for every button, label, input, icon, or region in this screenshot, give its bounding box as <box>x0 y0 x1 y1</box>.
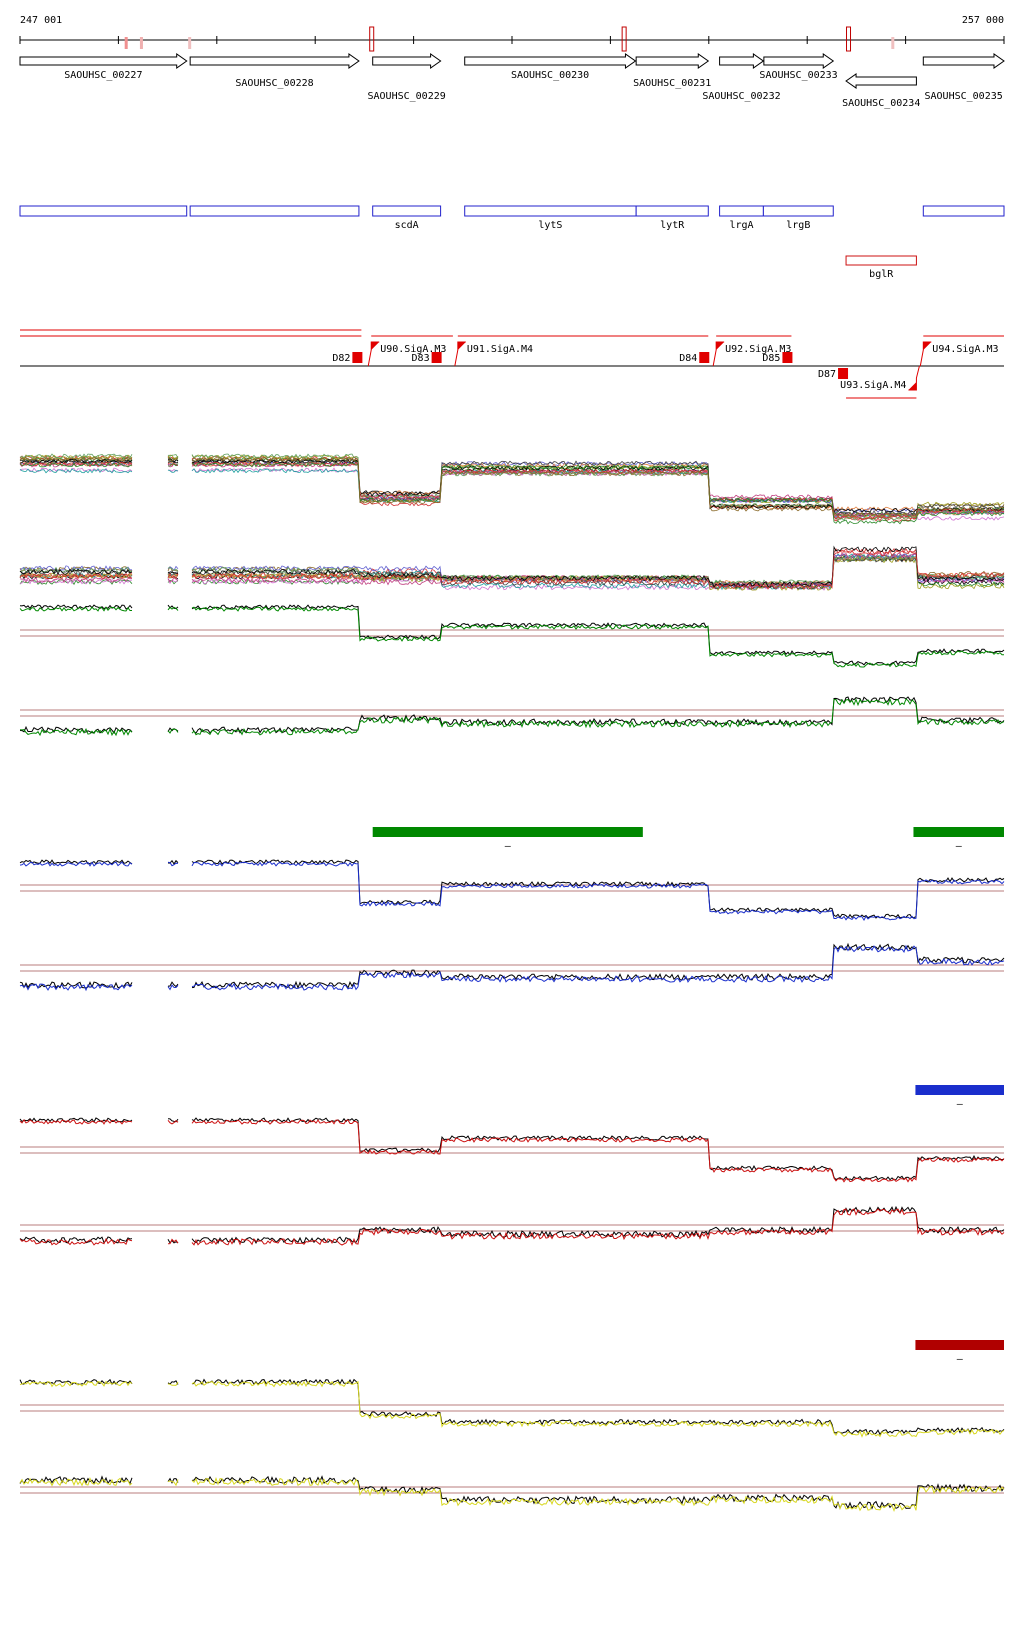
feature-marker <box>124 37 128 49</box>
expression-line <box>19 456 1005 520</box>
gene-box-label: lytR <box>660 220 685 231</box>
expression-line <box>19 462 1005 518</box>
gene-label: SAOUHSC_00234 <box>842 98 920 109</box>
terminator-label: D83 <box>412 353 430 364</box>
promoter-terminator-track: U90.SigA.M3 U91.SigA.M4 U92.SigA.M3 U93.Sig… <box>20 329 1004 399</box>
gene-box <box>189 205 360 217</box>
promoter-label: U94.SigA.M3 <box>932 344 998 355</box>
terminator-box <box>352 352 363 363</box>
gene-arrow <box>19 53 188 69</box>
terminator-label: D87 <box>818 369 836 380</box>
expression-line-colored <box>19 1208 1005 1247</box>
expression-line-black <box>19 1475 1005 1510</box>
gene-box-red <box>845 255 917 266</box>
expression-line <box>19 462 1005 525</box>
expression-line-colored <box>19 1119 1005 1183</box>
significance-marker <box>915 1085 1004 1095</box>
gene-label: SAOUHSC_00230 <box>511 70 589 81</box>
gene-box-label: scdA <box>395 220 419 231</box>
gene-box-label: lytS <box>538 220 562 231</box>
promoter-head <box>923 342 932 350</box>
feature-marker <box>139 37 143 49</box>
marker-label: – <box>957 1099 964 1110</box>
terminator-box <box>838 368 849 379</box>
operon-gene-track: scdA lytS lytR lrgA lrgB bglR <box>19 205 1005 280</box>
expression-line-black <box>19 1117 1005 1181</box>
significance-marker <box>915 1340 1004 1350</box>
expression-line-black <box>19 696 1005 734</box>
expression-line <box>19 550 1005 590</box>
feature-marker <box>891 37 895 49</box>
feature-marker <box>621 26 627 52</box>
gene-label: SAOUHSC_00228 <box>235 78 313 89</box>
gene-label: SAOUHSC_00235 <box>925 91 1003 102</box>
gene-arrow <box>719 53 765 69</box>
expression-tracks: – – – – <box>19 453 1005 1512</box>
expression-line-colored <box>19 1380 1005 1438</box>
gene-box <box>719 205 764 217</box>
gene-box-label: bglR <box>869 269 894 280</box>
promoter-head <box>457 342 466 350</box>
expression-line-colored <box>19 1476 1005 1512</box>
gene-arrow <box>464 53 637 69</box>
gene-box <box>372 205 442 217</box>
gene-label: SAOUHSC_00227 <box>64 70 142 81</box>
promoter-label: U92.SigA.M3 <box>725 344 791 355</box>
expression-line-colored <box>19 697 1005 737</box>
gene-box-label: lrgA <box>729 220 753 231</box>
terminator-label: D82 <box>332 353 350 364</box>
gene-track: SAOUHSC_00227 SAOUHSC_00228 SAOUHSC_00229 S… <box>19 53 1005 109</box>
expression-line <box>19 457 1005 518</box>
coord-end-label: 257 000 <box>962 15 1004 26</box>
terminator-box <box>431 352 442 363</box>
gene-box-label: lrgB <box>786 220 810 231</box>
significance-marker <box>372 827 643 837</box>
promoter-label: U93.SigA.M4 <box>840 380 906 391</box>
expression-line-black <box>19 604 1005 666</box>
coord-start-label: 247 001 <box>20 15 62 26</box>
feature-marker <box>188 37 192 49</box>
expression-line-colored <box>19 606 1004 668</box>
promoter-head <box>371 342 380 350</box>
gene-arrow <box>372 53 442 69</box>
gene-arrow <box>635 53 710 69</box>
gene-arrow <box>763 53 835 69</box>
promoter-label: U90.SigA.M3 <box>380 344 446 355</box>
gene-label: SAOUHSC_00229 <box>368 91 446 102</box>
marker-label: – <box>956 841 963 852</box>
gene-box <box>464 205 637 217</box>
gene-arrow <box>845 73 917 89</box>
terminator-box <box>782 352 793 363</box>
marker-label: – <box>505 841 512 852</box>
coordinate-axis <box>19 26 1005 52</box>
promoter-head <box>716 342 725 350</box>
gene-label: SAOUHSC_00233 <box>759 70 837 81</box>
expression-line <box>19 557 1005 591</box>
promoter-head <box>908 382 917 390</box>
promoter-label: U91.SigA.M4 <box>467 344 533 355</box>
gene-arrow <box>922 53 1005 69</box>
expression-line-colored <box>19 944 1005 992</box>
expression-line-colored <box>19 861 1005 921</box>
terminator-label: D85 <box>762 353 780 364</box>
gene-box <box>635 205 709 217</box>
gene-label: SAOUHSC_00231 <box>633 78 711 89</box>
terminator-box <box>699 352 710 363</box>
feature-marker <box>369 26 375 52</box>
gene-arrow <box>189 53 360 69</box>
terminator-label: D84 <box>679 353 697 364</box>
marker-label: – <box>957 1354 964 1365</box>
expression-line-black <box>19 942 1005 990</box>
expression-line-black <box>19 859 1005 919</box>
gene-box <box>762 205 834 217</box>
significance-marker <box>913 827 1004 837</box>
feature-marker <box>846 26 852 52</box>
gene-box <box>19 205 188 217</box>
gene-label: SAOUHSC_00232 <box>702 91 780 102</box>
gene-box <box>922 205 1005 217</box>
expression-line-black <box>19 1205 1005 1245</box>
